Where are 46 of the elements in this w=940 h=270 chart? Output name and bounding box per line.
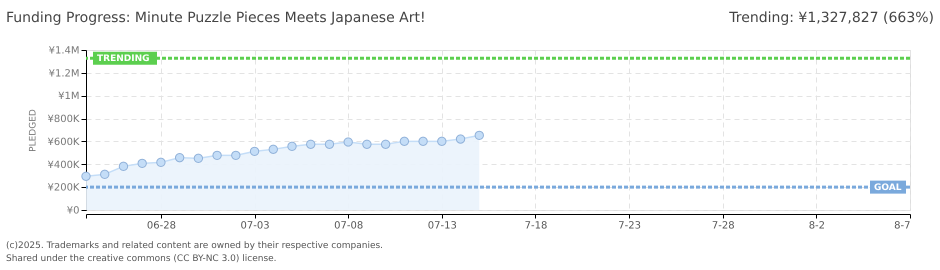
x-tick-label: 7-28 bbox=[712, 220, 735, 232]
point bbox=[194, 154, 204, 164]
point bbox=[81, 172, 91, 181]
x-tick-label: 06-28 bbox=[146, 220, 176, 232]
point bbox=[380, 140, 390, 149]
point bbox=[118, 162, 128, 172]
point bbox=[306, 140, 316, 149]
point bbox=[287, 142, 297, 152]
ref-line-label: GOAL bbox=[874, 183, 902, 194]
y-tick-label: ¥0 bbox=[66, 206, 80, 216]
point bbox=[474, 130, 484, 140]
y-tick-label: ¥1.4M bbox=[48, 46, 80, 56]
y-tick-label: ¥400K bbox=[47, 160, 80, 171]
x-tick-label: 07-03 bbox=[240, 220, 270, 232]
x-tick-label: 07-08 bbox=[334, 220, 364, 232]
point bbox=[437, 136, 446, 146]
text: (c)2025. Trademarks and related content are owned by their respective companies. bbox=[6, 241, 384, 251]
point bbox=[212, 150, 222, 160]
x-tick-label: 07-13 bbox=[428, 220, 457, 232]
point bbox=[231, 150, 240, 160]
y-tick-label: ¥800K bbox=[47, 114, 80, 126]
y-tick-label: ¥1.2M bbox=[48, 68, 80, 80]
y-axis-title: PLEDGED bbox=[28, 109, 38, 152]
ref-line-label: TRENDING bbox=[97, 54, 150, 64]
chart-title: Funding Progress: Minute Puzzle Pieces Meets Japanese Art! bbox=[6, 10, 426, 26]
point bbox=[324, 140, 334, 149]
x-tick-label: 8-7 bbox=[894, 220, 910, 232]
text: Shared under the creative commons (CC BY-NC 3.0) license. bbox=[6, 254, 277, 264]
x-tick-label: 7-23 bbox=[618, 220, 641, 232]
point bbox=[156, 158, 166, 168]
point bbox=[250, 146, 260, 156]
point bbox=[362, 140, 372, 149]
point bbox=[138, 158, 147, 168]
point bbox=[174, 152, 184, 162]
chart-subtitle: Trending: ¥1,327,827 (663%) bbox=[728, 10, 934, 26]
x-tick-label: 8-2 bbox=[808, 220, 826, 232]
y-tick-label: ¥1M bbox=[58, 91, 80, 102]
x-tick-label: 7-18 bbox=[524, 220, 548, 232]
point bbox=[418, 136, 428, 146]
point bbox=[456, 134, 466, 144]
point bbox=[268, 144, 278, 154]
point bbox=[344, 137, 353, 147]
y-tick-label: ¥600K bbox=[47, 136, 80, 148]
point bbox=[400, 136, 410, 146]
y-tick-label: ¥200K bbox=[47, 182, 80, 194]
point bbox=[100, 170, 110, 180]
